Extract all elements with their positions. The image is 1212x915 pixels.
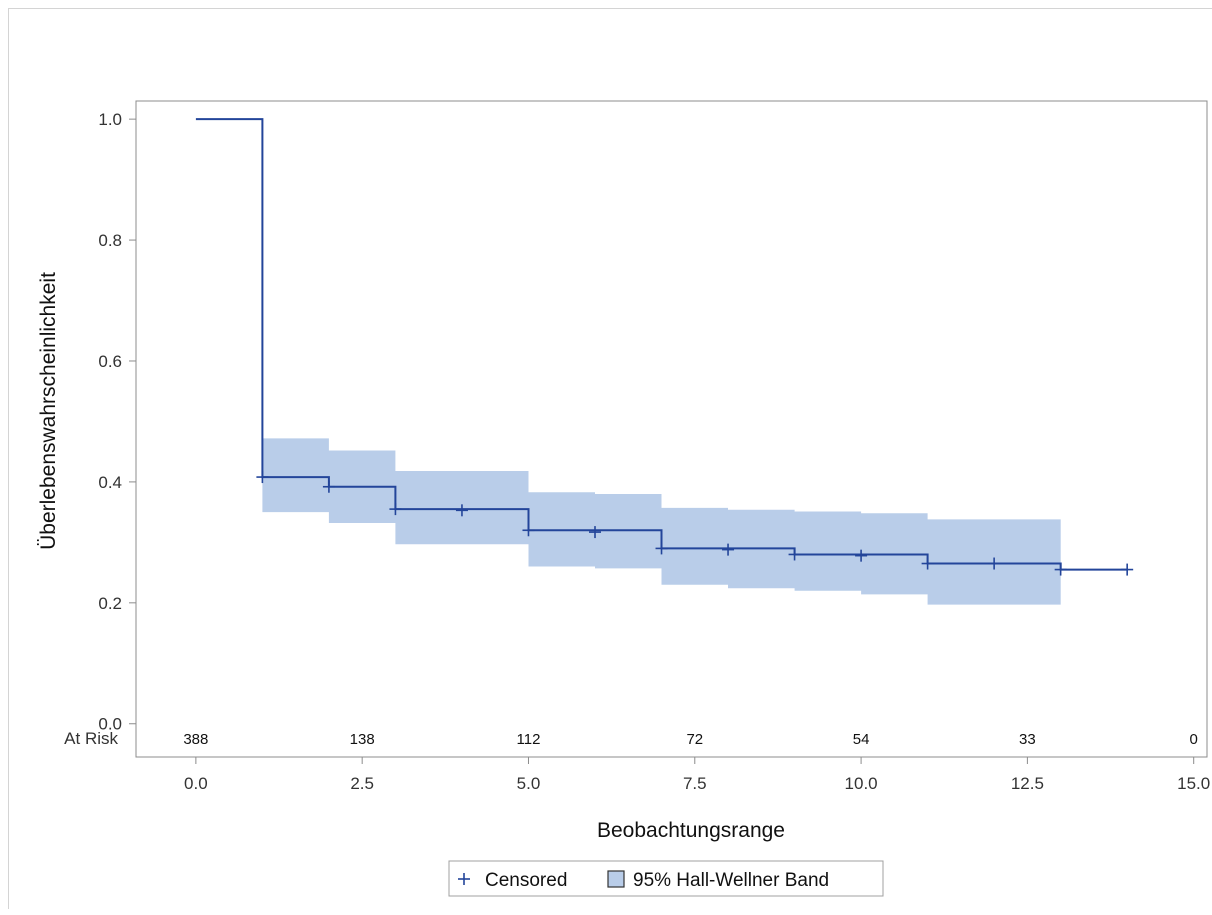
censored-mark bbox=[256, 471, 269, 484]
censored-marks-layer bbox=[256, 471, 1134, 576]
x-tick-label: 10.0 bbox=[845, 774, 878, 793]
at-risk-label: At Risk bbox=[64, 729, 118, 748]
plot-area bbox=[135, 100, 1208, 758]
chart-frame: 0.0 0.2 0.4 0.6 0.8 1.0 0.0 2.5 5.0 7.5 10.0 12.5 1… bbox=[8, 8, 1212, 909]
censored-mark bbox=[1054, 563, 1067, 576]
plot-border bbox=[135, 100, 1208, 758]
x-axis: 0.0 2.5 5.0 7.5 10.0 12.5 15.0 bbox=[184, 757, 1210, 793]
legend: Censored 95% Hall-Wellner Band bbox=[448, 860, 884, 897]
confidence-band-layer bbox=[262, 438, 1061, 605]
censored-mark bbox=[921, 557, 934, 570]
x-axis-title: Beobachtungsrange bbox=[597, 819, 785, 842]
at-risk-table: At Risk 388 138 112 72 54 33 0 bbox=[64, 729, 1198, 748]
censored-mark bbox=[1121, 563, 1134, 576]
y-tick-label: 1.0 bbox=[98, 110, 122, 129]
legend-censored-icon bbox=[458, 873, 470, 885]
y-axis-title: Überlebenswahrscheinlichkeit bbox=[37, 272, 60, 550]
at-risk-value: 138 bbox=[350, 731, 375, 748]
legend-box bbox=[448, 860, 884, 897]
at-risk-value: 72 bbox=[686, 731, 703, 748]
at-risk-value: 388 bbox=[183, 731, 208, 748]
censored-mark bbox=[788, 548, 801, 561]
legend-label-band: 95% Hall-Wellner Band bbox=[633, 870, 829, 891]
y-tick-label: 0.0 bbox=[98, 715, 122, 734]
survival-chart: 0.0 0.2 0.4 0.6 0.8 1.0 0.0 2.5 5.0 7.5 10.0 12.5 1… bbox=[37, 100, 1210, 897]
legend-band-swatch bbox=[607, 870, 625, 888]
censored-mark bbox=[589, 526, 601, 539]
legend-label-censored: Censored bbox=[485, 870, 567, 891]
censored-mark bbox=[855, 549, 868, 562]
x-tick-label: 0.0 bbox=[184, 774, 208, 793]
x-tick-label: 7.5 bbox=[683, 774, 707, 793]
censored-mark bbox=[988, 557, 1001, 570]
at-risk-value: 112 bbox=[517, 731, 541, 748]
at-risk-value: 33 bbox=[1019, 731, 1036, 748]
y-tick-label: 0.6 bbox=[98, 352, 122, 371]
x-tick-label: 12.5 bbox=[1011, 774, 1044, 793]
at-risk-value: 0 bbox=[1190, 731, 1198, 748]
x-tick-label: 5.0 bbox=[517, 774, 541, 793]
x-tick-label: 15.0 bbox=[1177, 774, 1210, 793]
censored-mark bbox=[522, 524, 535, 537]
y-tick-label: 0.8 bbox=[98, 231, 122, 250]
y-tick-label: 0.2 bbox=[98, 594, 122, 613]
confidence-band bbox=[262, 438, 1061, 605]
censored-mark bbox=[389, 503, 402, 516]
at-risk-value: 54 bbox=[853, 731, 870, 748]
censored-mark bbox=[722, 543, 735, 556]
x-tick-label: 2.5 bbox=[350, 774, 374, 793]
y-tick-label: 0.4 bbox=[98, 473, 122, 492]
censored-mark bbox=[322, 480, 335, 493]
y-axis: 0.0 0.2 0.4 0.6 0.8 1.0 bbox=[98, 110, 136, 734]
censored-mark bbox=[455, 504, 468, 517]
censored-mark bbox=[655, 542, 668, 555]
